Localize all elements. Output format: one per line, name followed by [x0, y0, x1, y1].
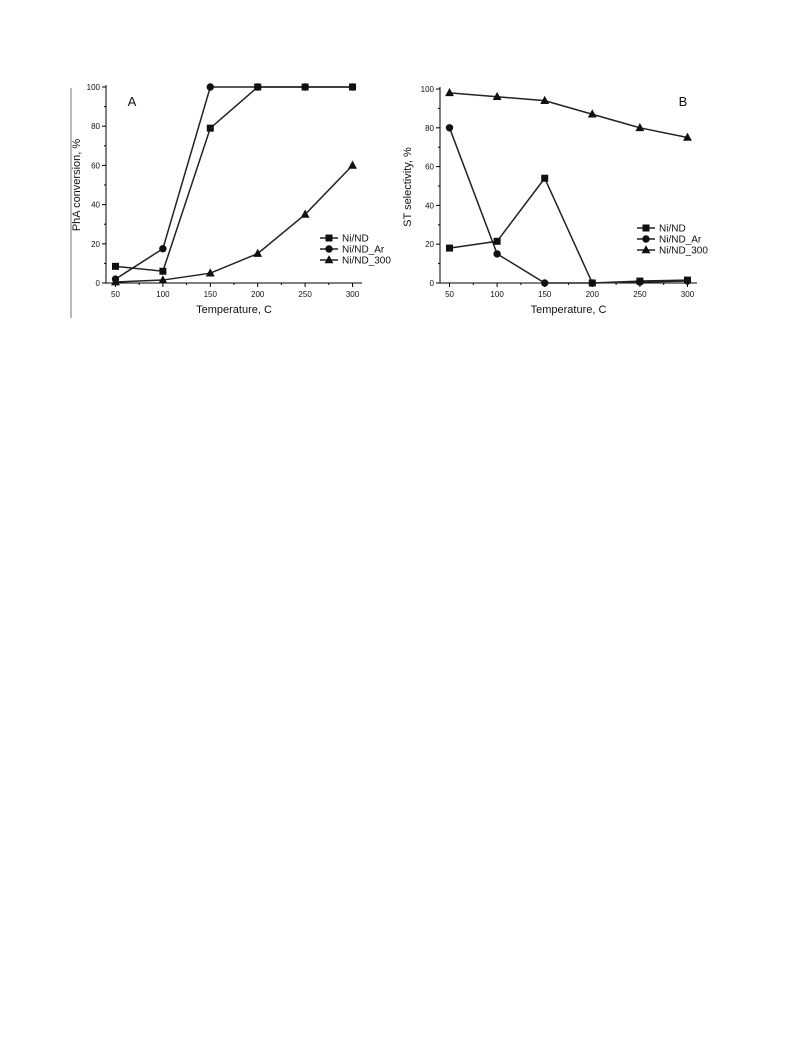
chart-panel-a: 50 100 150 200 250 300 0 20 40 60 80 100 Temperature…: [71, 83, 391, 316]
y-tick-label: 40: [425, 201, 434, 210]
x-axis-title: Temperature, C: [196, 304, 272, 316]
data-point: [446, 244, 454, 252]
legend-label: Ni/ND_Ar: [342, 245, 385, 256]
data-point: [348, 160, 357, 169]
legend-marker: [325, 234, 333, 242]
legend-marker: [641, 245, 651, 254]
y-tick-label: 0: [430, 279, 435, 288]
x-tick-label: 50: [445, 290, 454, 299]
x-tick-label: 100: [156, 290, 170, 299]
data-point: [206, 83, 214, 91]
x-axis-title: Temperature, C: [531, 304, 607, 316]
x-tick-label: 200: [586, 290, 600, 299]
y-tick-label: 80: [91, 122, 100, 131]
x-tick-label: 300: [681, 290, 695, 299]
series-triangle: [445, 88, 692, 141]
y-tick-label: 20: [425, 240, 434, 249]
series-line: [449, 176, 688, 284]
data-point: [540, 95, 550, 104]
data-point: [301, 83, 309, 91]
data-point: [493, 250, 501, 258]
y-tick-label: 100: [87, 83, 101, 92]
y-tick-label: 40: [91, 201, 100, 210]
series-line: [448, 127, 688, 284]
x-tick-label: 250: [633, 290, 647, 299]
y-axis-title: PhA conversion, %: [71, 139, 83, 232]
data-point: [683, 132, 692, 141]
series-triangle: [111, 160, 357, 286]
x-tick-label: 250: [298, 290, 312, 299]
legend-label: Ni/ND: [342, 234, 369, 245]
series-square: [111, 83, 357, 275]
legend-label: Ni/ND: [659, 224, 686, 235]
data-point: [636, 278, 644, 286]
data-point: [492, 91, 502, 101]
data-point: [541, 279, 549, 287]
y-axis-title: ST selectivity, %: [402, 147, 414, 227]
y-tick-label: 0: [96, 279, 101, 288]
x-tick-label: 150: [204, 290, 218, 299]
series-square: [446, 174, 691, 287]
panel-label: A: [128, 94, 137, 109]
data-point: [300, 209, 310, 218]
data-point: [493, 237, 501, 245]
x-tick-label: 50: [111, 290, 120, 299]
series-circle: [111, 83, 357, 283]
chart-panel-b: 50 100 150 200 250 300 0 20 40 60 80 100 Temperature…: [402, 85, 708, 316]
series-circle: [445, 124, 692, 287]
legend-label: Ni/ND_300: [659, 246, 708, 257]
panel-label: B: [679, 94, 688, 109]
series-line: [449, 92, 688, 139]
data-point: [205, 268, 215, 277]
legend-marker: [642, 235, 650, 243]
y-tick-label: 20: [91, 240, 100, 249]
legend-marker: [325, 245, 333, 253]
y-tick-label: 80: [425, 124, 434, 133]
data-point: [348, 83, 357, 91]
legend-marker: [324, 255, 334, 264]
data-point: [683, 277, 692, 285]
data-point: [206, 124, 214, 132]
figure: 50 100 150 200 250 300020406080100Temperature…: [70, 83, 708, 318]
data-point: [159, 245, 167, 253]
series-line: [115, 86, 353, 280]
data-point: [445, 88, 454, 97]
data-point: [111, 262, 119, 270]
x-tick-label: 150: [538, 290, 552, 299]
y-tick-label: 60: [425, 163, 434, 172]
data-point: [111, 277, 120, 286]
data-point: [445, 124, 454, 132]
x-tick-label: 200: [251, 290, 265, 299]
data-point: [253, 248, 263, 257]
series-line: [115, 164, 354, 283]
x-tick-label: 300: [346, 290, 360, 299]
legend-label: Ni/ND_Ar: [659, 235, 702, 246]
y-tick-label: 100: [421, 85, 435, 94]
x-tick-label: 100: [490, 290, 504, 299]
series-line: [115, 86, 353, 273]
legend-marker: [642, 224, 650, 232]
data-point: [635, 122, 645, 132]
data-point: [254, 83, 262, 91]
data-point: [159, 267, 167, 275]
data-point: [541, 174, 549, 182]
y-tick-label: 60: [91, 161, 100, 170]
data-point: [588, 279, 596, 287]
legend-label: Ni/ND_300: [342, 256, 391, 267]
data-point: [158, 275, 168, 284]
data-point: [587, 109, 597, 118]
